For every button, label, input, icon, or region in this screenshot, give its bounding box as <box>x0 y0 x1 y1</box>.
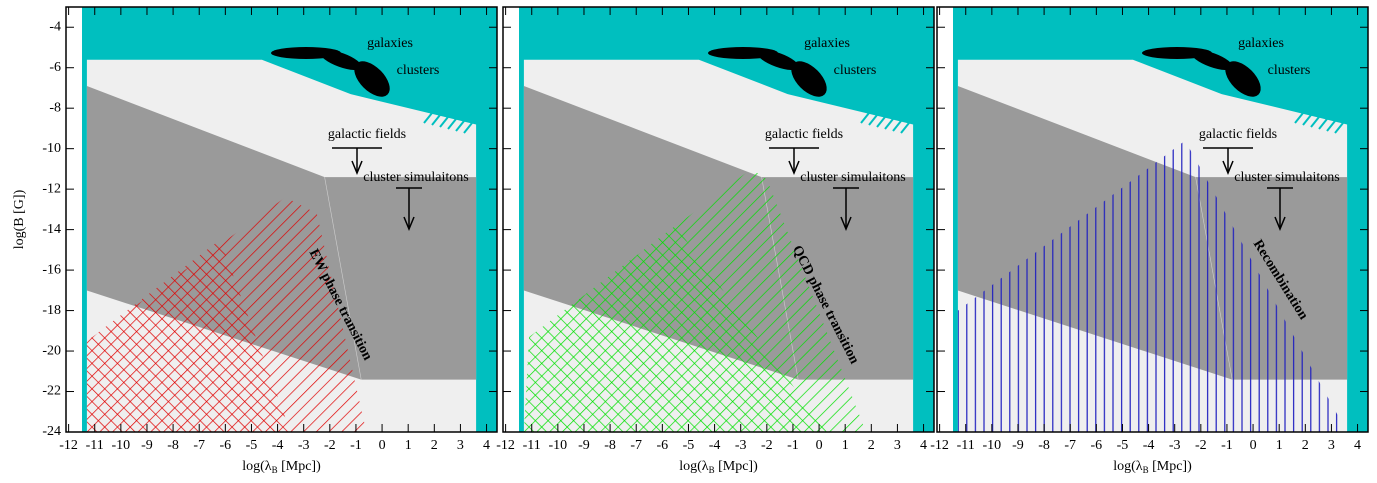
x-tick-label: -10 <box>983 438 1002 453</box>
x-tick-label: -6 <box>220 438 232 453</box>
y-tick-label: -12 <box>42 181 61 196</box>
annotation: clusters <box>834 63 877 78</box>
x-tick-label: 2 <box>431 438 438 453</box>
x-tick-label: 4 <box>483 438 490 453</box>
x-tick-label: -7 <box>193 438 205 453</box>
y-tick-label: -16 <box>42 262 61 277</box>
x-tick-label: -5 <box>246 438 258 453</box>
x-tick-label: 0 <box>816 438 823 453</box>
x-axis-label-part: log(λ <box>242 459 272 474</box>
x-tick-label: -11 <box>957 438 975 453</box>
x-tick-label: -1 <box>1221 438 1233 453</box>
x-axis-label-part: [Mpc]) <box>715 459 758 474</box>
x-tick-label: -12 <box>930 438 949 453</box>
annotation: galaxies <box>1238 36 1284 51</box>
x-tick-label: -4 <box>1143 438 1155 453</box>
x-tick-label: -5 <box>683 438 695 453</box>
annotation: clusters <box>1268 63 1311 78</box>
x-tick-label: -7 <box>1064 438 1076 453</box>
annotation: galactic fields <box>328 127 406 142</box>
x-tick-label: -9 <box>1012 438 1024 453</box>
x-axis-label-part: log(λ <box>679 459 709 474</box>
y-tick-label: -20 <box>42 343 61 358</box>
x-axis-label-part: log(λ <box>1113 459 1143 474</box>
x-tick-label: -1 <box>350 438 362 453</box>
x-tick-label: -2 <box>324 438 336 453</box>
x-tick-label: -8 <box>167 438 179 453</box>
figure: -12-11-10-9-8-7-6-5-4-3-2-101234-24-22-2… <box>0 0 1377 483</box>
x-tick-label: -12 <box>59 438 78 453</box>
annotation: cluster simulaitons <box>1234 170 1339 185</box>
annotation: galactic fields <box>1199 127 1277 142</box>
x-tick-label: 3 <box>1328 438 1335 453</box>
x-tick-label: -6 <box>657 438 669 453</box>
page: {"chart_data": [ {"type": "region", "xla… <box>0 0 1377 483</box>
y-tick-label: -4 <box>49 19 61 34</box>
x-axis-label: log(λB [Mpc]) <box>679 459 758 475</box>
x-tick-label: 0 <box>1250 438 1257 453</box>
annotation: cluster simulaitons <box>800 170 905 185</box>
x-tick-label: -2 <box>761 438 773 453</box>
x-tick-label: -3 <box>298 438 310 453</box>
x-tick-label: -8 <box>1038 438 1050 453</box>
x-axis-label-part: [Mpc]) <box>1149 459 1192 474</box>
x-tick-label: -11 <box>523 438 541 453</box>
y-tick-label: -24 <box>42 424 61 439</box>
x-tick-label: -9 <box>141 438 153 453</box>
x-tick-label: -10 <box>549 438 568 453</box>
x-tick-label: -4 <box>709 438 721 453</box>
x-tick-label: 3 <box>457 438 464 453</box>
y-tick-label: -22 <box>42 384 61 399</box>
y-axis-label: log(B [G]) <box>12 189 27 249</box>
y-tick-label: -14 <box>42 222 61 237</box>
x-tick-label: -3 <box>735 438 747 453</box>
x-tick-label: 1 <box>405 438 412 453</box>
annotation: galaxies <box>804 36 850 51</box>
x-axis-label: log(λB [Mpc]) <box>1113 459 1192 475</box>
x-tick-label: 4 <box>920 438 927 453</box>
x-tick-label: -3 <box>1169 438 1181 453</box>
x-tick-label: 2 <box>1302 438 1309 453</box>
x-tick-label: -4 <box>272 438 284 453</box>
x-axis-label-part: [Mpc]) <box>278 459 321 474</box>
x-tick-label: -8 <box>604 438 616 453</box>
x-tick-label: 2 <box>868 438 875 453</box>
x-tick-label: 0 <box>379 438 386 453</box>
x-axis-label: log(λB [Mpc]) <box>242 459 321 475</box>
x-tick-label: -10 <box>112 438 131 453</box>
x-tick-label: -12 <box>496 438 515 453</box>
annotation: galaxies <box>367 36 413 51</box>
x-tick-label: -1 <box>787 438 799 453</box>
y-tick-label: -18 <box>42 303 61 318</box>
x-tick-label: -6 <box>1091 438 1103 453</box>
x-tick-label: -7 <box>630 438 642 453</box>
x-tick-label: 3 <box>894 438 901 453</box>
y-tick-label: -6 <box>49 60 61 75</box>
x-tick-label: -11 <box>86 438 104 453</box>
x-tick-label: -5 <box>1117 438 1129 453</box>
x-tick-label: 1 <box>1276 438 1283 453</box>
y-tick-label: -8 <box>49 100 61 115</box>
annotation: galactic fields <box>765 127 843 142</box>
x-tick-label: -9 <box>578 438 590 453</box>
annotation: clusters <box>397 63 440 78</box>
x-tick-label: 4 <box>1354 438 1361 453</box>
annotation: cluster simulaitons <box>363 170 468 185</box>
x-tick-label: -2 <box>1195 438 1207 453</box>
x-tick-label: 1 <box>842 438 849 453</box>
y-tick-label: -10 <box>42 141 61 156</box>
